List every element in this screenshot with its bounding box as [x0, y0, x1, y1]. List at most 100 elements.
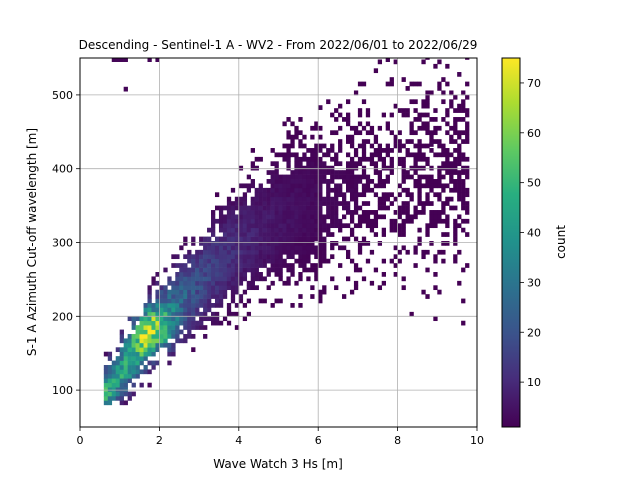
- heatmap-cell: [365, 179, 371, 184]
- heatmap-cell: [306, 165, 311, 171]
- heatmap-cell: [389, 201, 394, 206]
- heatmap-cell: [445, 241, 450, 246]
- heatmap-cell: [294, 218, 299, 224]
- heatmap-cell: [286, 183, 291, 189]
- heatmap-cell: [349, 156, 355, 162]
- heatmap-cell: [314, 201, 319, 206]
- heatmap-cell: [326, 201, 331, 206]
- heatmap-cell: [135, 369, 140, 375]
- heatmap-cell: [302, 249, 307, 255]
- heatmap-cell: [179, 303, 184, 308]
- heatmap-cell: [310, 152, 315, 158]
- heatmap-cell: [453, 108, 458, 113]
- heatmap-cell: [413, 210, 418, 215]
- heatmap-cell: [326, 223, 331, 229]
- heatmap-cell: [453, 125, 458, 131]
- heatmap-cell: [338, 103, 343, 109]
- heatmap-cell: [226, 227, 232, 233]
- heatmap-cell: [270, 205, 275, 211]
- heatmap-cell: [334, 152, 339, 158]
- heatmap-cell: [393, 272, 398, 277]
- heatmap-cell: [314, 170, 319, 175]
- heatmap-cell: [302, 143, 307, 149]
- heatmap-cell: [238, 245, 244, 251]
- heatmap-cell: [318, 223, 323, 229]
- heatmap-cell: [286, 245, 291, 251]
- heatmap-cell: [211, 218, 216, 224]
- heatmap-cell: [322, 236, 327, 242]
- heatmap-cell: [465, 210, 470, 215]
- heatmap-cell: [298, 183, 303, 189]
- heatmap-cell: [159, 289, 164, 295]
- heatmap-cell: [330, 179, 335, 184]
- heatmap-cell: [282, 205, 287, 211]
- heatmap-cell: [334, 285, 339, 291]
- heatmap-cell: [357, 108, 363, 113]
- heatmap-cell: [425, 196, 430, 202]
- heatmap-cell: [167, 334, 172, 339]
- heatmap-cell: [107, 400, 113, 406]
- heatmap-cell: [449, 196, 454, 202]
- heatmap-cell: [242, 303, 248, 308]
- heatmap-cell: [461, 103, 466, 109]
- heatmap-cell: [461, 192, 466, 198]
- heatmap-cell: [195, 267, 200, 273]
- heatmap-cell: [274, 174, 279, 180]
- heatmap-cell: [234, 232, 240, 237]
- heatmap-cell: [401, 223, 406, 229]
- heatmap-cell: [127, 378, 132, 384]
- heatmap-cell: [258, 187, 263, 193]
- heatmap-cell: [167, 307, 172, 313]
- heatmap-cell: [433, 63, 438, 69]
- heatmap-cell: [318, 294, 323, 299]
- heatmap-cell: [389, 81, 394, 87]
- heatmap-cell: [258, 258, 263, 264]
- heatmap-cell: [314, 210, 319, 215]
- heatmap-cell: [389, 192, 394, 198]
- heatmap-cell: [147, 347, 152, 353]
- heatmap-cell: [290, 272, 295, 277]
- heatmap-cell: [159, 311, 164, 317]
- heatmap-cell: [191, 316, 196, 322]
- heatmap-cell: [246, 254, 252, 260]
- heatmap-cell: [135, 329, 140, 335]
- heatmap-cell: [345, 276, 351, 282]
- heatmap-cell: [123, 365, 128, 370]
- heatmap-cell: [330, 148, 335, 153]
- heatmap-cell: [294, 187, 299, 193]
- heatmap-cell: [425, 103, 430, 109]
- heatmap-cell: [389, 130, 394, 136]
- heatmap-cell: [302, 223, 307, 229]
- heatmap-cell: [143, 320, 148, 326]
- heatmap-cell: [318, 196, 323, 202]
- heatmap-cell: [421, 174, 426, 180]
- heatmap-cell: [413, 161, 418, 167]
- heatmap-cell: [107, 378, 113, 384]
- heatmap-cell: [357, 241, 363, 246]
- heatmap-cell: [207, 258, 212, 264]
- heatmap-cell: [139, 342, 144, 348]
- heatmap-cell: [429, 165, 434, 171]
- heatmap-cell: [457, 223, 462, 229]
- heatmap-cell: [361, 214, 367, 220]
- heatmap-cell: [369, 227, 375, 233]
- heatmap-cell: [465, 218, 470, 224]
- heatmap-cell: [413, 108, 418, 113]
- heatmap-cell: [254, 249, 259, 255]
- heatmap-cell: [238, 205, 244, 211]
- heatmap-cell: [437, 179, 442, 184]
- heatmap-cell: [377, 156, 383, 162]
- heatmap-cell: [214, 245, 220, 251]
- heatmap-cell: [453, 236, 458, 242]
- heatmap-cell: [421, 165, 426, 171]
- heatmap-cell: [353, 210, 359, 215]
- heatmap-cell: [437, 143, 442, 149]
- heatmap-cell: [429, 187, 434, 193]
- heatmap-cell: [175, 307, 180, 313]
- heatmap-cell: [373, 192, 379, 198]
- heatmap-cell: [361, 210, 367, 215]
- heatmap-cell: [457, 148, 462, 153]
- heatmap-cell: [377, 183, 383, 189]
- heatmap-cell: [274, 232, 279, 237]
- heatmap-cell: [214, 303, 220, 308]
